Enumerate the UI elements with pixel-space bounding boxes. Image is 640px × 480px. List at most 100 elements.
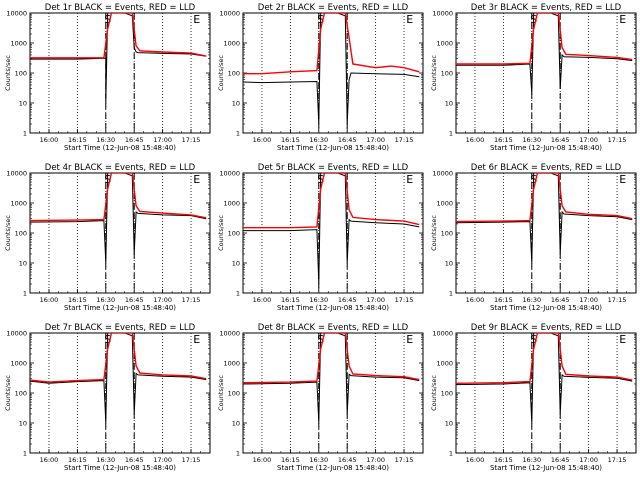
- y-tick-label: 1000: [436, 200, 453, 208]
- y-tick-label: 100: [441, 390, 453, 398]
- x-tick-label: 16:30: [522, 456, 541, 464]
- x-tick-label: 16:45: [551, 296, 570, 304]
- x-tick-label: 16:30: [522, 136, 541, 144]
- x-tick-label: 17:00: [579, 136, 598, 144]
- y-tick-label: 1: [449, 450, 453, 458]
- y-tick-label: 1000: [436, 360, 453, 368]
- y-tick-label: 1000: [223, 360, 240, 368]
- y-tick-label: 10: [19, 420, 27, 428]
- x-tick-label: 16:00: [40, 296, 59, 304]
- x-axis-label: Start Time (12-Jun-08 15:48:40): [64, 464, 176, 472]
- y-tick-label: 100: [15, 230, 27, 238]
- x-tick-label: 17:00: [366, 456, 385, 464]
- y-tick-label: 100: [441, 230, 453, 238]
- x-tick-label: 16:15: [494, 456, 513, 464]
- x-tick-label: 17:15: [395, 456, 414, 464]
- y-tick-label: 10000: [432, 170, 453, 178]
- x-tick-label: 17:15: [395, 136, 414, 144]
- plot-frame: [455, 12, 637, 134]
- x-axis-label: Start Time (12-Jun-08 15:48:40): [64, 304, 176, 312]
- x-tick-label: 16:15: [68, 456, 87, 464]
- lld-series-line: [30, 173, 207, 222]
- x-tick-label: 16:00: [466, 296, 485, 304]
- end-marker: E: [193, 333, 200, 346]
- panel-title: Det 6r BLACK = Events, RED = LLD: [471, 163, 622, 173]
- plot-frame: [29, 332, 211, 454]
- plot-frame: [242, 332, 424, 454]
- y-tick-label: 1: [449, 290, 453, 298]
- y-tick-label: 10: [445, 260, 453, 268]
- x-tick-label: 16:15: [68, 136, 87, 144]
- plot-frame: [455, 332, 637, 454]
- y-axis-label: Counts/sec: [217, 375, 225, 411]
- lld-series-line: [30, 333, 207, 383]
- x-tick-label: 16:30: [96, 456, 115, 464]
- panel-title: Det 1r BLACK = Events, RED = LLD: [45, 3, 196, 13]
- y-tick-label: 1: [236, 130, 240, 138]
- y-tick-label: 1: [449, 130, 453, 138]
- plot-frame: [455, 172, 637, 294]
- x-tick-label: 17:00: [153, 296, 172, 304]
- events-series-line: [243, 13, 420, 125]
- y-tick-label: 10: [19, 260, 27, 268]
- y-tick-label: 100: [228, 390, 240, 398]
- x-tick-label: 17:15: [182, 456, 201, 464]
- y-tick-label: 100: [228, 70, 240, 78]
- y-axis-label: Counts/sec: [4, 55, 12, 91]
- lld-series-line: [456, 13, 633, 65]
- y-tick-label: 1000: [10, 40, 27, 48]
- events-series-line: [30, 333, 207, 424]
- events-series-line: [30, 13, 207, 104]
- lld-series-line: [30, 13, 207, 59]
- x-tick-label: 16:30: [96, 136, 115, 144]
- x-tick-label: 17:15: [182, 296, 201, 304]
- panel-9: 1 10 100 1000 10000 16:00 16:15 16:30 16:45 17:00…: [430, 323, 637, 472]
- y-tick-label: 100: [15, 390, 27, 398]
- x-axis-label: Start Time (12-Jun-08 15:48:40): [490, 464, 602, 472]
- y-tick-label: 10000: [6, 10, 27, 18]
- events-series-line: [243, 173, 420, 285]
- x-tick-label: 16:45: [125, 296, 144, 304]
- x-tick-label: 17:00: [579, 456, 598, 464]
- panel-1: 1 10 100 1000 10000 16:00 16:15 16:30 16:45 17:00…: [4, 3, 211, 152]
- x-tick-label: 17:15: [182, 136, 201, 144]
- y-axis-label: Counts/sec: [217, 55, 225, 91]
- end-marker: E: [619, 13, 626, 26]
- y-tick-label: 10: [232, 260, 240, 268]
- end-marker: E: [406, 173, 413, 186]
- end-marker: E: [619, 173, 626, 186]
- y-tick-label: 1000: [10, 360, 27, 368]
- y-axis-label: Counts/sec: [217, 215, 225, 251]
- y-tick-label: 1: [236, 290, 240, 298]
- y-tick-label: 10000: [6, 170, 27, 178]
- x-tick-label: 16:00: [466, 136, 485, 144]
- x-tick-label: 17:00: [153, 136, 172, 144]
- y-tick-label: 10: [232, 100, 240, 108]
- events-series-line: [456, 333, 633, 424]
- y-tick-label: 10000: [219, 330, 240, 338]
- x-tick-label: 16:45: [551, 136, 570, 144]
- plot-frame: [29, 172, 211, 294]
- x-tick-label: 16:15: [68, 296, 87, 304]
- y-tick-label: 1: [236, 450, 240, 458]
- x-tick-label: 16:00: [40, 136, 59, 144]
- y-tick-label: 10: [445, 420, 453, 428]
- lld-series-line: [243, 173, 420, 229]
- y-tick-label: 10000: [432, 330, 453, 338]
- y-tick-label: 100: [441, 70, 453, 78]
- y-tick-label: 1: [23, 450, 27, 458]
- y-tick-label: 1: [23, 130, 27, 138]
- y-tick-label: 1000: [223, 200, 240, 208]
- panel-title: Det 5r BLACK = Events, RED = LLD: [258, 163, 409, 173]
- y-tick-label: 10000: [432, 10, 453, 18]
- events-series-line: [456, 173, 633, 264]
- x-tick-label: 17:00: [579, 296, 598, 304]
- x-tick-label: 16:00: [253, 296, 272, 304]
- panel-title: Det 4r BLACK = Events, RED = LLD: [45, 163, 196, 173]
- end-marker: E: [406, 13, 413, 26]
- events-series-line: [243, 333, 420, 424]
- x-tick-label: 16:45: [125, 136, 144, 144]
- x-tick-label: 17:00: [366, 136, 385, 144]
- x-tick-label: 16:45: [338, 296, 357, 304]
- x-tick-label: 16:45: [125, 456, 144, 464]
